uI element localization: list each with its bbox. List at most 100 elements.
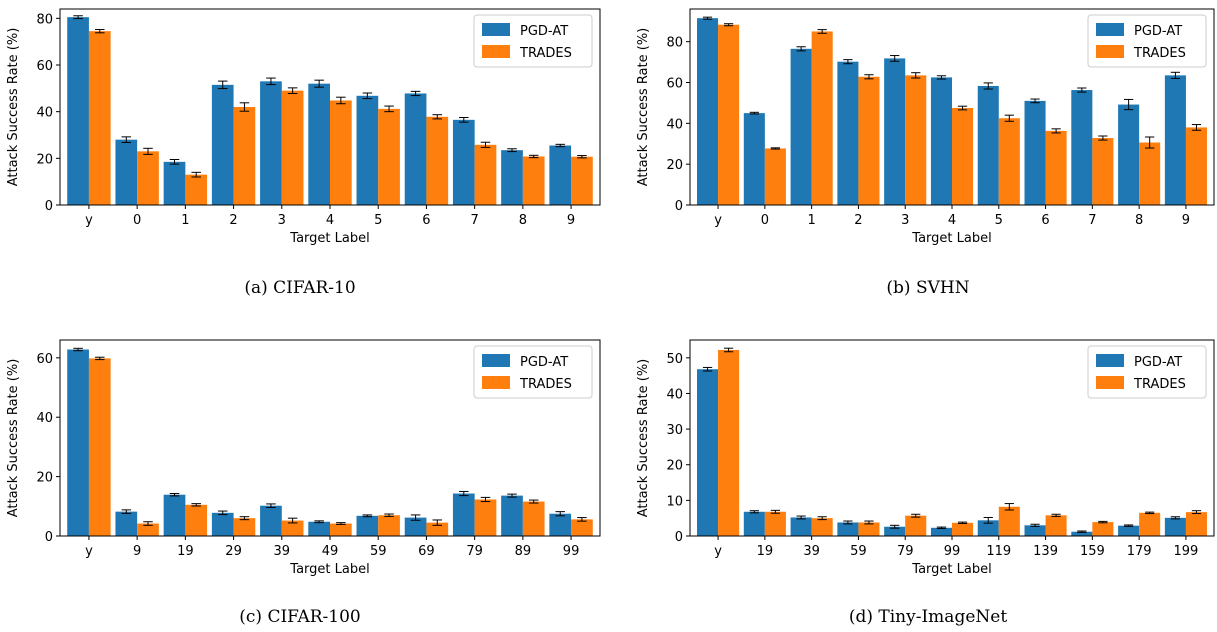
bar-pgd-at-0: [743, 113, 765, 205]
bar-trades-3: [281, 90, 304, 205]
bar-pgd-at-7: [452, 119, 475, 205]
legend: PGD-AT TRADES: [473, 14, 593, 68]
legend-label-pgd-at: PGD-AT: [520, 24, 568, 39]
bar-trades-99: [571, 519, 593, 536]
errorbar-pgd-at-5: [983, 82, 993, 90]
bar-trades-2: [858, 76, 880, 206]
bar-pgd-at-y: [697, 18, 719, 205]
errorbar-trades-19: [770, 509, 781, 514]
errorbar-pgd-at-7: [1077, 87, 1087, 93]
x-tick-label: 4: [326, 213, 334, 228]
errorbar-trades-99: [577, 517, 587, 522]
bar-pgd-at-y: [67, 17, 89, 205]
bar-pgd-at-89: [501, 495, 523, 536]
bar-trades-6: [1045, 130, 1067, 205]
errorbar-pgd-at-2: [217, 80, 228, 90]
legend-swatch-pgd-at: [482, 354, 510, 367]
bar-trades-8: [522, 156, 545, 205]
legend-label-trades: TRADES: [1133, 377, 1186, 392]
bar-trades-0: [137, 151, 159, 205]
bar-trades-y: [718, 349, 740, 536]
x-tick-label: 29: [225, 544, 242, 559]
x-tick-label: y: [85, 213, 93, 228]
bar-pgd-at-6: [1024, 100, 1046, 205]
errorbar-trades-29: [239, 516, 250, 521]
x-tick-label: 5: [374, 213, 382, 228]
errorbar-trades-39: [817, 516, 827, 521]
errorbar-pgd-at-0: [121, 136, 132, 143]
errorbar-trades-6: [1051, 128, 1061, 134]
y-tick-label: 60: [666, 77, 683, 92]
y-tick-label: 30: [666, 423, 683, 438]
x-tick-label: 8: [1135, 213, 1143, 228]
bar-pgd-at-y: [67, 349, 89, 536]
errorbar-pgd-at-4: [314, 79, 324, 88]
errorbar-trades-79: [911, 513, 921, 518]
errorbar-pgd-at-3: [890, 55, 900, 62]
bar-trades-9: [1185, 127, 1207, 205]
x-tick-label: 119: [986, 544, 1011, 559]
bar-trades-29: [233, 518, 256, 536]
bar-trades-19: [185, 504, 208, 536]
bar-trades-39: [811, 518, 833, 536]
errorbar-pgd-at-9: [121, 509, 132, 514]
bar-pgd-at-7: [1071, 90, 1093, 205]
bar-trades-79: [905, 515, 927, 536]
x-tick-label: 0: [761, 213, 769, 228]
bar-pgd-at-8: [1118, 104, 1140, 205]
x-tick-label: 79: [466, 544, 483, 559]
bar-pgd-at-19: [743, 511, 765, 536]
errorbar-trades-1: [191, 171, 201, 178]
x-tick-label: 9: [133, 544, 141, 559]
errorbar-pgd-at-139: [1030, 523, 1040, 527]
errorbar-trades-119: [1004, 503, 1014, 511]
errorbar-pgd-at-8: [1123, 98, 1134, 111]
bar-pgd-at-9: [549, 145, 572, 205]
errorbar-pgd-at-19: [749, 510, 759, 514]
errorbar-trades-5: [384, 105, 394, 113]
bar-trades-5: [998, 118, 1020, 205]
y-tick-label: 40: [666, 387, 683, 402]
errorbar-trades-179: [1145, 511, 1155, 515]
y-tick-label: 80: [666, 36, 683, 51]
bar-pgd-at-99: [549, 513, 572, 536]
bar-trades-59: [858, 522, 880, 536]
x-axis-label: Target Label: [911, 231, 991, 246]
errorbar-trades-3: [911, 72, 921, 79]
caption-cifar100: (c) CIFAR-100: [239, 607, 361, 627]
x-tick-label: 139: [1033, 544, 1058, 559]
x-tick-label: y: [714, 213, 722, 228]
x-tick-label: 9: [1182, 213, 1190, 228]
errorbar-trades-0: [143, 147, 153, 155]
legend-swatch-trades: [1096, 45, 1124, 58]
errorbar-trades-8: [1145, 136, 1155, 149]
bar-trades-159: [1092, 522, 1114, 536]
bar-pgd-at-1: [163, 161, 186, 205]
x-tick-label: 199: [1174, 544, 1199, 559]
y-axis-label: Attack Success Rate (%): [636, 28, 651, 187]
errorbar-pgd-at-49: [314, 520, 324, 524]
bar-pgd-at-159: [1071, 531, 1093, 536]
bar-pgd-at-199: [1164, 517, 1186, 536]
errorbar-pgd-at-3: [266, 77, 276, 86]
bar-pgd-at-5: [977, 85, 999, 205]
bar-pgd-at-99: [930, 527, 952, 536]
errorbar-pgd-at-39: [266, 503, 276, 508]
y-tick-label: 0: [675, 199, 683, 214]
bar-trades-1: [185, 174, 208, 205]
bar-trades-5: [378, 108, 400, 205]
x-tick-label: 99: [563, 544, 580, 559]
x-tick-label: 89: [515, 544, 532, 559]
bar-pgd-at-1: [790, 48, 812, 205]
errorbar-pgd-at-9: [1170, 71, 1181, 79]
bar-pgd-at-9: [115, 511, 138, 536]
errorbar-trades-y: [95, 29, 105, 34]
x-tick-label: 1: [808, 213, 816, 228]
errorbar-trades-3: [287, 87, 298, 94]
y-tick-label: 0: [675, 530, 683, 545]
legend-swatch-trades: [482, 45, 510, 58]
y-axis-label: Attack Success Rate (%): [6, 359, 21, 518]
bar-trades-9: [571, 156, 593, 205]
errorbar-pgd-at-19: [169, 493, 180, 497]
errorbar-trades-139: [1051, 513, 1061, 517]
